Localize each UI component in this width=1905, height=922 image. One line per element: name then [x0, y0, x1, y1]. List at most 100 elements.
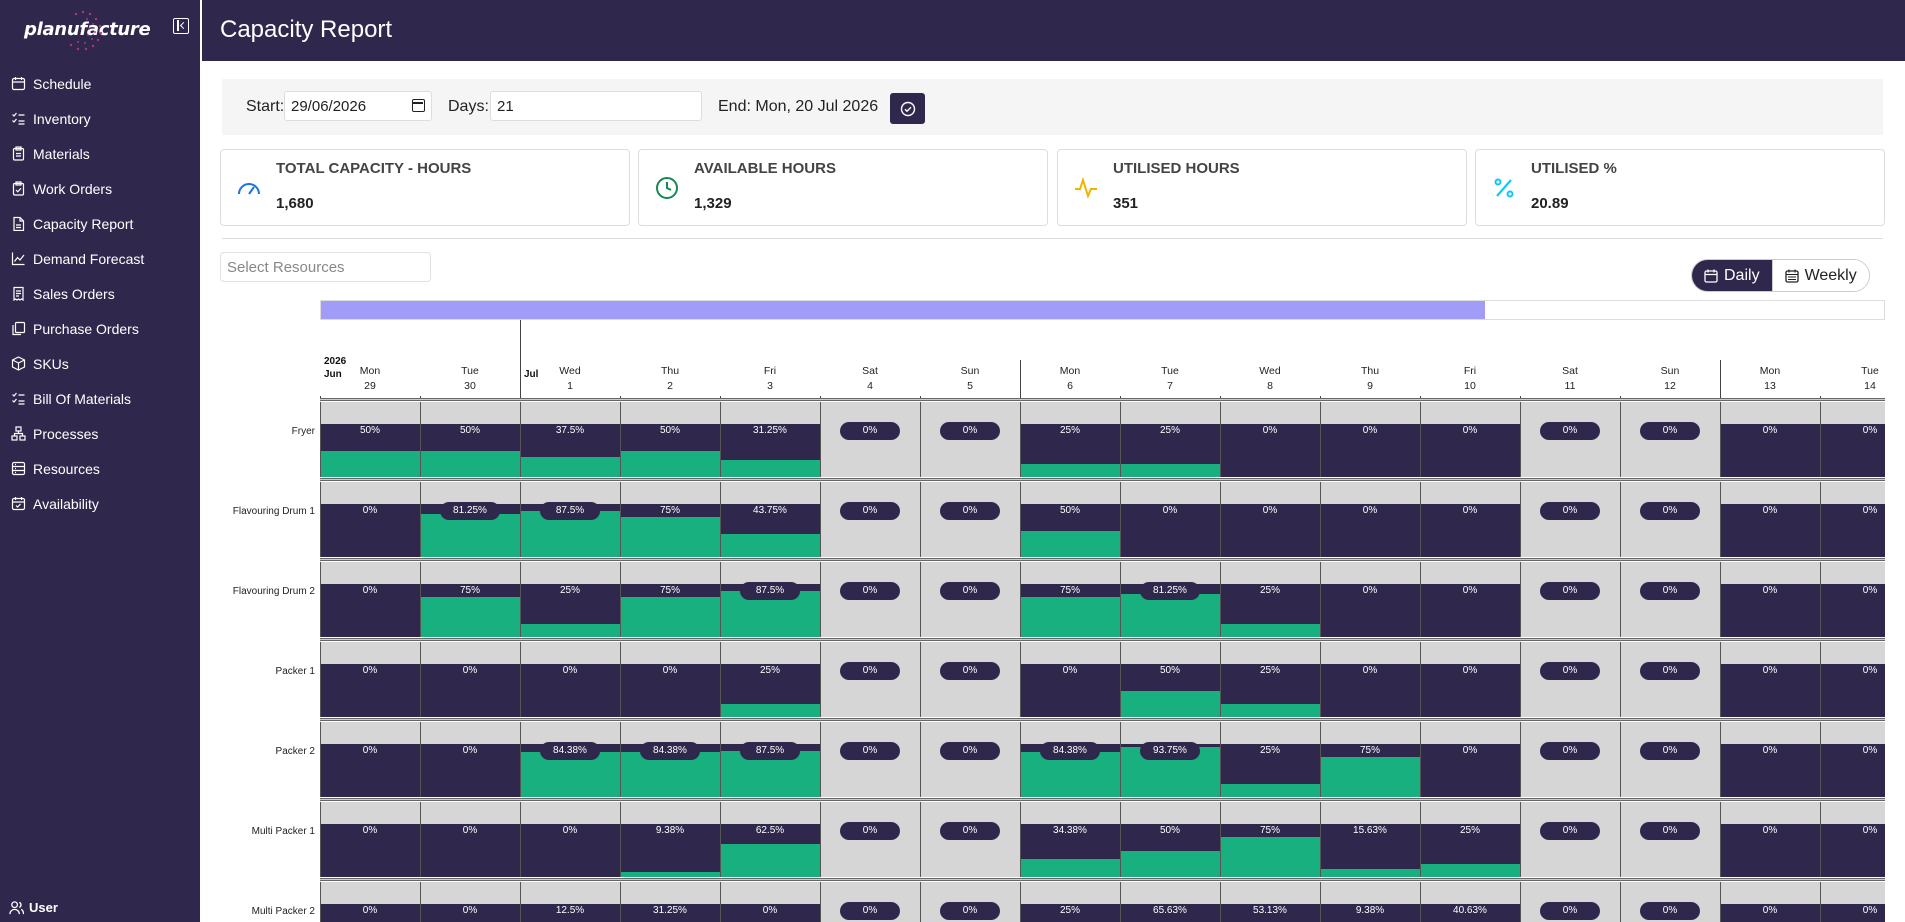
capacity-cell[interactable]: 0%: [920, 802, 1020, 877]
capacity-cell[interactable]: 25%: [1420, 802, 1520, 877]
capacity-cell[interactable]: 0%: [1620, 642, 1720, 717]
capacity-cell[interactable]: 0%: [1320, 402, 1420, 477]
capacity-cell[interactable]: 0%: [1620, 722, 1720, 797]
capacity-cell[interactable]: 0%: [320, 562, 420, 637]
capacity-cell[interactable]: 0%: [1420, 482, 1520, 557]
capacity-cell[interactable]: 25%: [520, 562, 620, 637]
capacity-cell[interactable]: 0%: [1320, 482, 1420, 557]
capacity-cell[interactable]: 0%: [320, 482, 420, 557]
collapse-sidebar-icon[interactable]: [173, 18, 189, 34]
sidebar-item-schedule[interactable]: Schedule: [0, 66, 200, 101]
capacity-cell[interactable]: 0%: [320, 802, 420, 877]
capacity-cell[interactable]: 0%: [1520, 402, 1620, 477]
capacity-cell[interactable]: 0%: [1520, 482, 1620, 557]
capacity-cell[interactable]: 0%: [920, 402, 1020, 477]
capacity-cell[interactable]: 0%: [920, 882, 1020, 922]
days-input[interactable]: 21: [490, 91, 702, 121]
capacity-cell[interactable]: 0%: [420, 882, 520, 922]
capacity-cell[interactable]: 0%: [820, 722, 920, 797]
capacity-cell[interactable]: 0%: [1620, 882, 1720, 922]
capacity-cell[interactable]: 0%: [1620, 402, 1720, 477]
capacity-cell[interactable]: 50%: [320, 402, 420, 477]
capacity-cell[interactable]: 0%: [820, 482, 920, 557]
capacity-cell[interactable]: 0%: [820, 642, 920, 717]
capacity-cell[interactable]: 0%: [1420, 722, 1520, 797]
capacity-cell[interactable]: 0%: [1520, 802, 1620, 877]
capacity-cell[interactable]: 0%: [820, 882, 920, 922]
capacity-cell[interactable]: 9.38%: [1320, 882, 1420, 922]
capacity-cell[interactable]: 53.13%: [1220, 882, 1320, 922]
user-menu[interactable]: User: [9, 900, 58, 915]
capacity-cell[interactable]: 81.25%: [420, 482, 520, 557]
capacity-cell[interactable]: 0%: [420, 722, 520, 797]
sidebar-item-availability[interactable]: Availability: [0, 486, 200, 521]
capacity-cell[interactable]: 87.5%: [720, 722, 820, 797]
capacity-cell[interactable]: 75%: [620, 482, 720, 557]
capacity-cell[interactable]: 0%: [1320, 562, 1420, 637]
capacity-cell[interactable]: 0%: [320, 882, 420, 922]
capacity-cell[interactable]: 0%: [420, 642, 520, 717]
capacity-cell[interactable]: 0%: [1220, 482, 1320, 557]
capacity-cell[interactable]: 0%: [820, 562, 920, 637]
resource-select[interactable]: Select Resources: [220, 252, 431, 282]
capacity-cell[interactable]: 50%: [420, 402, 520, 477]
capacity-cell[interactable]: 0%: [1720, 882, 1820, 922]
capacity-cell[interactable]: 0%: [420, 802, 520, 877]
capacity-cell[interactable]: 75%: [620, 562, 720, 637]
capacity-cell[interactable]: 0%: [1820, 882, 1885, 922]
sidebar-item-bill-of-materials[interactable]: Bill Of Materials: [0, 381, 200, 416]
capacity-cell[interactable]: 75%: [1220, 802, 1320, 877]
capacity-cell[interactable]: 93.75%: [1120, 722, 1220, 797]
sidebar-item-skus[interactable]: SKUs: [0, 346, 200, 381]
capacity-cell[interactable]: 75%: [420, 562, 520, 637]
capacity-cell[interactable]: 25%: [1220, 642, 1320, 717]
sidebar-item-purchase-orders[interactable]: Purchase Orders: [0, 311, 200, 346]
capacity-cell[interactable]: 0%: [1820, 402, 1885, 477]
apply-button[interactable]: [890, 93, 925, 124]
capacity-cell[interactable]: 0%: [1620, 802, 1720, 877]
capacity-cell[interactable]: 40.63%: [1420, 882, 1520, 922]
capacity-cell[interactable]: 0%: [1420, 562, 1520, 637]
sidebar-item-materials[interactable]: Materials: [0, 136, 200, 171]
capacity-cell[interactable]: 0%: [1620, 562, 1720, 637]
timeline-scrollbar[interactable]: [320, 300, 1885, 320]
capacity-cell[interactable]: 0%: [1520, 722, 1620, 797]
capacity-cell[interactable]: 75%: [1320, 722, 1420, 797]
capacity-cell[interactable]: 0%: [920, 562, 1020, 637]
capacity-cell[interactable]: 0%: [1420, 642, 1520, 717]
capacity-cell[interactable]: 65.63%: [1120, 882, 1220, 922]
capacity-cell[interactable]: 84.38%: [520, 722, 620, 797]
capacity-cell[interactable]: 0%: [1720, 642, 1820, 717]
capacity-cell[interactable]: 0%: [1820, 642, 1885, 717]
capacity-cell[interactable]: 0%: [520, 802, 620, 877]
capacity-cell[interactable]: 0%: [1620, 482, 1720, 557]
brand-logo[interactable]: planufacture: [24, 10, 151, 51]
capacity-cell[interactable]: 0%: [1520, 882, 1620, 922]
sidebar-item-processes[interactable]: Processes: [0, 416, 200, 451]
capacity-cell[interactable]: 37.5%: [520, 402, 620, 477]
capacity-cell[interactable]: 87.5%: [720, 562, 820, 637]
capacity-cell[interactable]: 25%: [720, 642, 820, 717]
capacity-cell[interactable]: 25%: [1220, 722, 1320, 797]
capacity-cell[interactable]: 25%: [1020, 402, 1120, 477]
start-date-input[interactable]: 29/06/2026: [284, 91, 432, 121]
capacity-cell[interactable]: 0%: [320, 722, 420, 797]
capacity-cell[interactable]: 84.38%: [1020, 722, 1120, 797]
capacity-cell[interactable]: 50%: [1120, 802, 1220, 877]
capacity-cell[interactable]: 0%: [1820, 482, 1885, 557]
capacity-cell[interactable]: 0%: [1820, 802, 1885, 877]
capacity-cell[interactable]: 0%: [1020, 642, 1120, 717]
capacity-cell[interactable]: 25%: [1120, 402, 1220, 477]
capacity-cell[interactable]: 50%: [1120, 642, 1220, 717]
capacity-cell[interactable]: 75%: [1020, 562, 1120, 637]
sidebar-item-work-orders[interactable]: Work Orders: [0, 171, 200, 206]
capacity-cell[interactable]: 84.38%: [620, 722, 720, 797]
capacity-cell[interactable]: 0%: [920, 642, 1020, 717]
capacity-cell[interactable]: 31.25%: [620, 882, 720, 922]
capacity-cell[interactable]: 0%: [1820, 722, 1885, 797]
capacity-cell[interactable]: 0%: [520, 642, 620, 717]
capacity-cell[interactable]: 25%: [1020, 882, 1120, 922]
capacity-cell[interactable]: 81.25%: [1120, 562, 1220, 637]
capacity-cell[interactable]: 0%: [1520, 562, 1620, 637]
capacity-cell[interactable]: 0%: [820, 402, 920, 477]
